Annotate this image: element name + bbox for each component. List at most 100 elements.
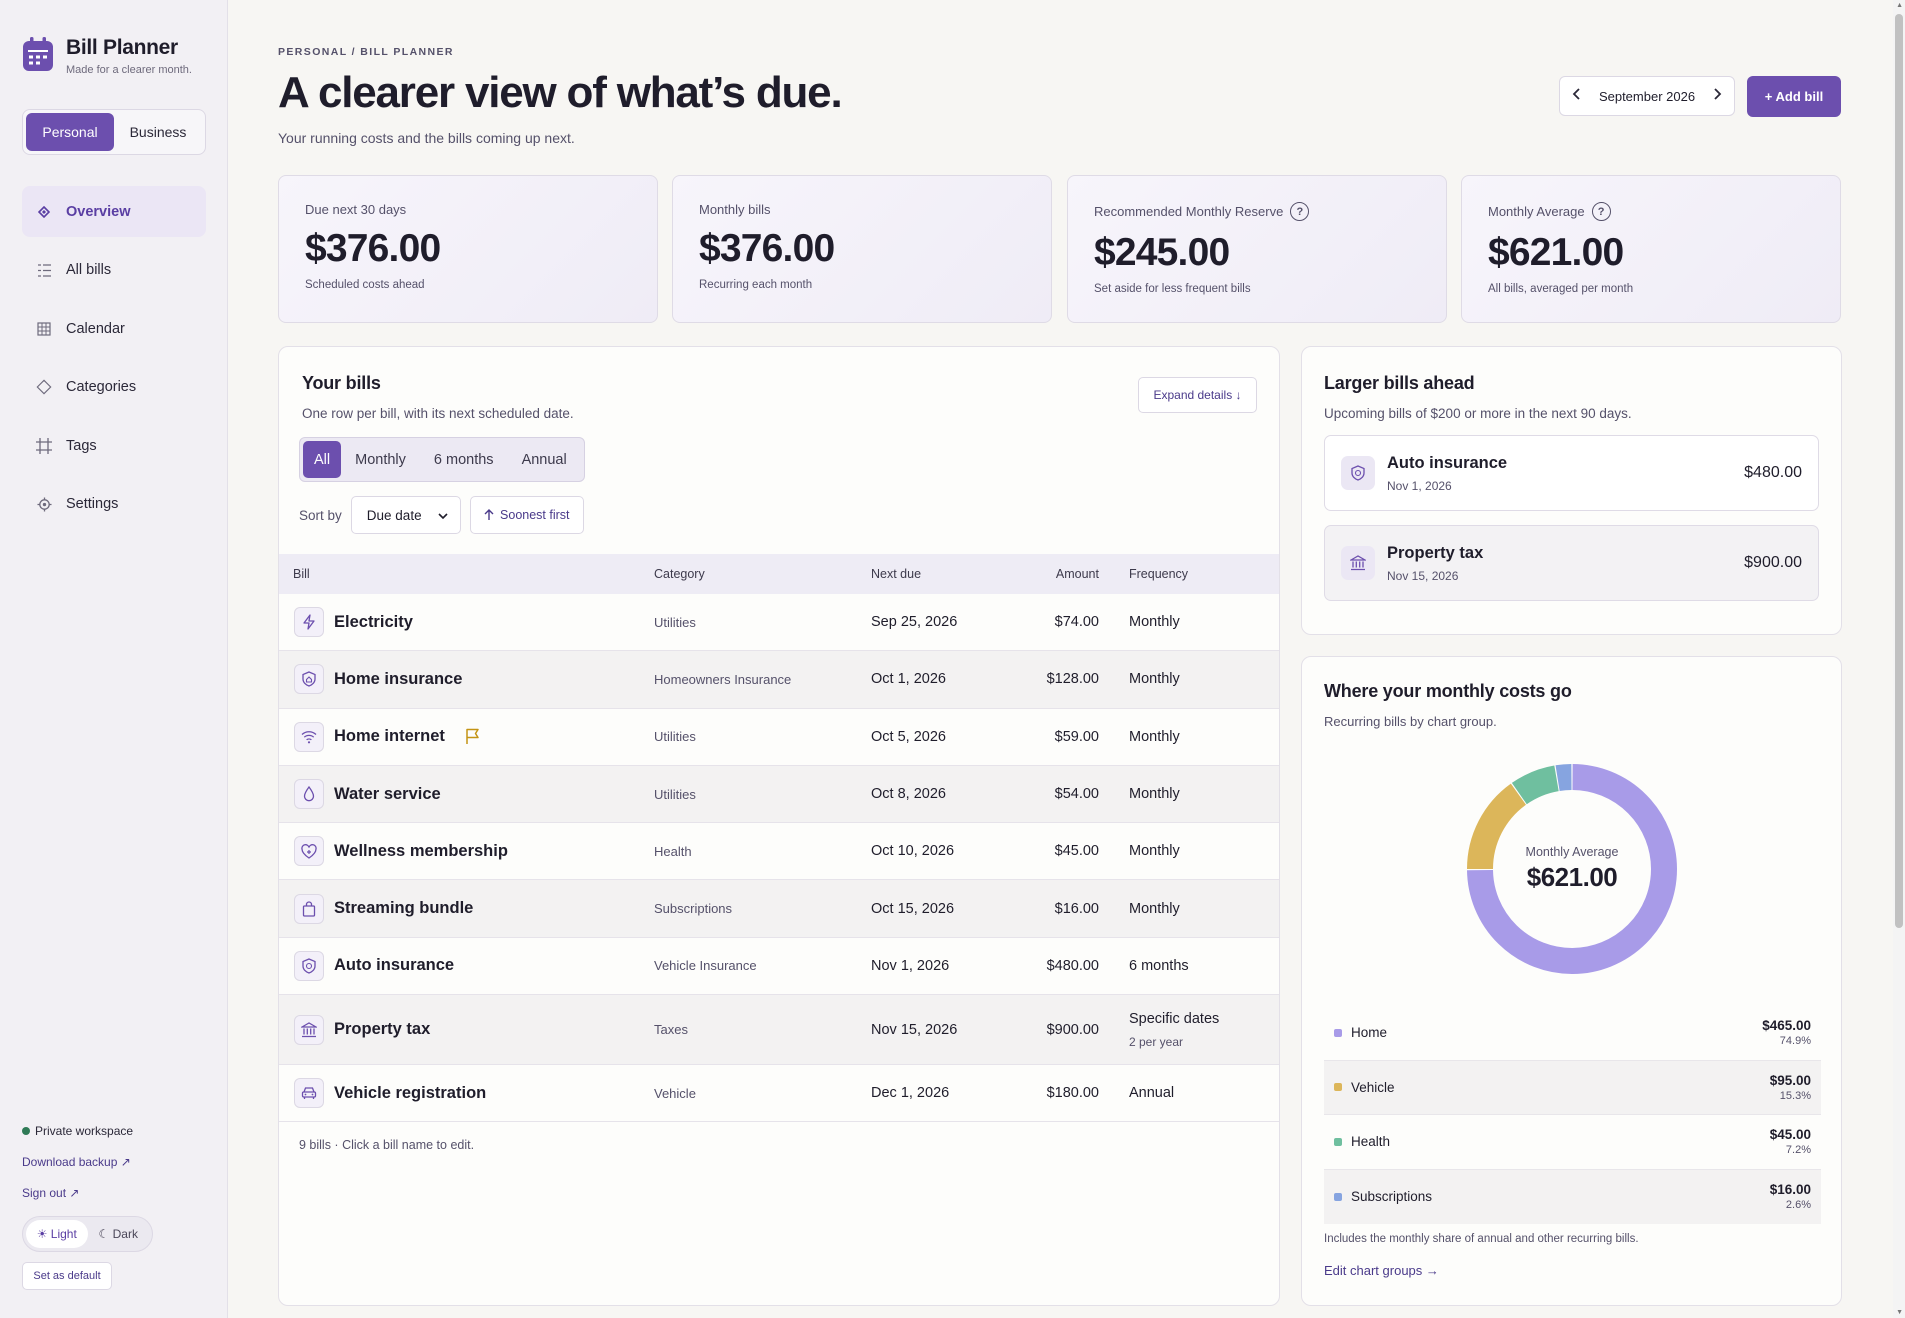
bill-amount: $45.00 (1054, 843, 1099, 860)
page-title: A clearer view of what’s due. (278, 68, 843, 117)
sidebar-item-settings[interactable]: Settings (22, 479, 206, 530)
shield-car-icon (1341, 456, 1375, 490)
column-header-bill[interactable]: Bill (293, 567, 310, 581)
column-header-amount[interactable]: Amount (1055, 567, 1099, 581)
bill-next-due: Nov 15, 2026 (871, 1021, 958, 1038)
bill-next-due: Dec 1, 2026 (871, 1085, 950, 1102)
bill-name[interactable]: Electricity (334, 612, 413, 631)
download-backup-link[interactable]: Download backup ↗ (22, 1155, 131, 1169)
filter-6-months[interactable]: 6 months (433, 451, 494, 468)
bill-name[interactable]: Wellness membership (334, 841, 508, 860)
bill-next-due: Oct 10, 2026 (871, 843, 955, 860)
bill-frequency: Specific dates 2 per year (1099, 1011, 1219, 1049)
current-month: September 2026 (1598, 88, 1696, 104)
bill-name[interactable]: Property tax (334, 1020, 431, 1039)
expand-details-button[interactable]: Expand details ↓ (1138, 377, 1257, 413)
stat-card-due-30: Due next 30 days $376.00 Scheduled costs… (278, 175, 658, 323)
table-row[interactable]: Water service Utilities Oct 8, 2026 $54.… (279, 765, 1279, 824)
chevron-left-icon[interactable] (1572, 87, 1582, 105)
sort-direction-button[interactable]: Soonest first (469, 496, 584, 534)
flag-icon[interactable] (465, 728, 481, 745)
help-icon[interactable]: ? (1591, 202, 1611, 221)
sidebar-item-all-bills[interactable]: All bills (22, 245, 206, 296)
filter-annual[interactable]: Annual (521, 451, 567, 468)
stat-value: $376.00 (699, 227, 835, 270)
set-default-button[interactable]: Set as default (22, 1262, 112, 1290)
sort-select[interactable]: Due date (350, 496, 461, 534)
bill-frequency: 6 months (1129, 957, 1189, 974)
legend-amount: $45.00 (1769, 1127, 1811, 1143)
legend-swatch (1334, 1028, 1342, 1037)
sidebar-item-label: Categories (66, 379, 137, 395)
bill-amount: $900.00 (1046, 1021, 1099, 1038)
shield-car-icon (294, 950, 324, 981)
costs-title: Where your monthly costs go (1324, 681, 1572, 701)
column-header-next-due[interactable]: Next due (871, 567, 922, 581)
edit-chart-groups-link[interactable]: Edit chart groups → (1324, 1263, 1439, 1278)
larger-bill-item[interactable]: Auto insurance Nov 1, 2026 $480.00 (1324, 435, 1819, 511)
table-row[interactable]: Property tax Taxes Nov 15, 2026 $900.00 … (279, 995, 1279, 1066)
column-header-frequency[interactable]: Frequency (1129, 567, 1189, 581)
theme-light-button[interactable]: ☀ Light (26, 1220, 88, 1248)
table-row[interactable]: Auto insurance Vehicle Insurance Nov 1, … (279, 938, 1279, 996)
page-scrollbar[interactable]: ▲ ▼ (1893, 0, 1905, 1318)
table-row[interactable]: Wellness membership Health Oct 10, 2026 … (279, 823, 1279, 881)
shield-home-icon (294, 664, 324, 695)
bill-category: Vehicle (654, 1085, 696, 1101)
larger-bill-date: Nov 15, 2026 (1387, 568, 1459, 583)
sidebar-item-categories[interactable]: Categories (22, 362, 206, 413)
bill-name[interactable]: Streaming bundle (334, 899, 474, 918)
bill-name[interactable]: Water service (334, 784, 441, 803)
bill-amount: $128.00 (1046, 671, 1099, 688)
help-icon[interactable]: ? (1290, 202, 1310, 221)
column-header-category[interactable]: Category (654, 567, 705, 581)
bill-name[interactable]: Vehicle registration (334, 1083, 487, 1102)
table-row[interactable]: Home internet Utilities Oct 5, 2026 $59.… (279, 709, 1279, 766)
filter-monthly[interactable]: Monthly (355, 451, 406, 468)
month-picker: September 2026 (1559, 76, 1735, 116)
bill-next-due: Oct 15, 2026 (871, 900, 955, 917)
workspace-business[interactable]: Business (129, 124, 187, 140)
bill-next-due: Sep 25, 2026 (871, 614, 958, 631)
scrollbar-thumb[interactable] (1895, 14, 1903, 928)
legend-row-health: Health $45.00 7.2% (1324, 1115, 1821, 1170)
bill-frequency: Monthly (1129, 843, 1180, 860)
scroll-up-arrow-icon[interactable]: ▲ (1896, 2, 1903, 9)
sidebar-item-overview[interactable]: Overview (22, 186, 206, 237)
larger-bill-name: Property tax (1387, 543, 1484, 562)
theme-dark-button[interactable]: ☾ Dark (98, 1227, 138, 1241)
sidebar-item-tags[interactable]: Tags (22, 420, 206, 471)
workspace-toggle: Personal Business (22, 109, 206, 155)
bill-amount: $59.00 (1054, 728, 1099, 745)
bill-name[interactable]: Home internet (334, 727, 445, 746)
scroll-down-arrow-icon[interactable]: ▼ (1896, 1309, 1903, 1316)
stat-note: Set aside for less frequent bills (1094, 283, 1251, 295)
bill-name[interactable]: Auto insurance (334, 956, 455, 975)
chevron-right-icon[interactable] (1712, 87, 1722, 105)
costs-subtitle: Recurring bills by chart group. (1324, 714, 1497, 729)
bill-category: Subscriptions (654, 901, 733, 917)
sign-out-link[interactable]: Sign out ↗ (22, 1186, 80, 1200)
bill-name[interactable]: Home insurance (334, 669, 463, 688)
bill-frequency: Annual (1129, 1085, 1175, 1102)
sidebar-item-calendar[interactable]: Calendar (22, 303, 206, 354)
app-tagline: Made for a clearer month. (66, 64, 192, 76)
table-row[interactable]: Streaming bundle Subscriptions Oct 15, 2… (279, 880, 1279, 938)
legend-name: Home (1351, 1025, 1388, 1041)
heart-icon (294, 836, 324, 867)
legend-amount: $95.00 (1769, 1072, 1811, 1088)
larger-bill-item[interactable]: Property tax Nov 15, 2026 $900.00 (1324, 525, 1819, 601)
legend-percent: 74.9% (1779, 1035, 1811, 1048)
table-row[interactable]: Vehicle registration Vehicle Dec 1, 2026… (279, 1065, 1279, 1123)
filter-all[interactable]: All (303, 441, 342, 478)
donut-center-label: Monthly Average (1525, 845, 1619, 859)
donut-center-value: $621.00 (1526, 862, 1618, 892)
bill-amount: $16.00 (1054, 900, 1099, 917)
add-bill-button[interactable]: + Add bill (1747, 76, 1841, 117)
drop-icon (294, 779, 324, 810)
legend-percent: 2.6% (1785, 1199, 1811, 1212)
workspace-personal[interactable]: Personal (26, 113, 114, 151)
larger-bill-amount: $900.00 (1744, 554, 1802, 571)
table-row[interactable]: Electricity Utilities Sep 25, 2026 $74.0… (279, 594, 1279, 652)
table-row[interactable]: Home insurance Homeowners Insurance Oct … (279, 651, 1279, 709)
